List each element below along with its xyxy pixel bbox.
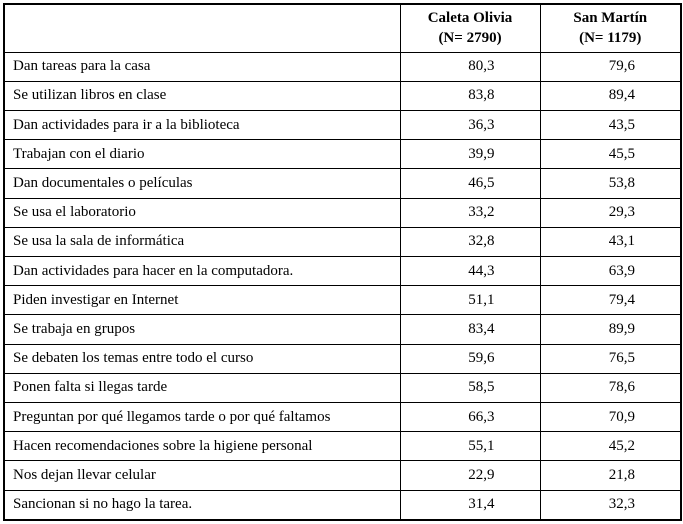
table-row: Preguntan por qué llegamos tarde o por q…	[3, 401, 682, 433]
san-martin-value: 29,3	[539, 197, 682, 228]
table-body: Dan tareas para la casa 80,3 79,6 Se uti…	[3, 51, 682, 521]
san-martin-value: 45,2	[539, 431, 682, 462]
san-martin-value: 76,5	[539, 343, 682, 374]
row-label: Se usa la sala de informática	[3, 226, 401, 257]
caleta-olivia-value: 32,8	[399, 226, 541, 257]
san-martin-value: 70,9	[539, 401, 682, 433]
san-martin-value: 53,8	[539, 168, 682, 199]
caleta-olivia-value: 46,5	[399, 168, 541, 199]
corner-cell	[3, 3, 401, 53]
row-label: Dan tareas para la casa	[3, 51, 401, 82]
san-martin-value: 21,8	[539, 460, 682, 491]
caleta-olivia-value: 80,3	[399, 51, 541, 82]
row-label: Trabajan con el diario	[3, 139, 401, 170]
caleta-olivia-value: 58,5	[399, 372, 541, 403]
san-martin-value: 79,6	[539, 51, 682, 82]
row-label: Sancionan si no hago la tarea.	[3, 489, 401, 521]
column-sample-size: (N= 2790)	[438, 30, 502, 47]
row-label: Se utilizan libros en clase	[3, 80, 401, 111]
column-header-caleta-olivia: Caleta Olivia (N= 2790)	[399, 3, 541, 53]
row-label: Hacen recomendaciones sobre la higiene p…	[3, 431, 401, 462]
row-label: Ponen falta si llegas tarde	[3, 372, 401, 403]
column-header-san-martin: San Martín (N= 1179)	[539, 3, 682, 53]
table-row: Trabajan con el diario 39,9 45,5	[3, 139, 682, 170]
row-label: Dan actividades para hacer en la computa…	[3, 255, 401, 287]
caleta-olivia-value: 39,9	[399, 139, 541, 170]
caleta-olivia-value: 55,1	[399, 431, 541, 462]
row-label: Nos dejan llevar celular	[3, 460, 401, 491]
caleta-olivia-value: 36,3	[399, 109, 541, 141]
caleta-olivia-value: 51,1	[399, 285, 541, 316]
san-martin-value: 43,1	[539, 226, 682, 257]
caleta-olivia-value: 31,4	[399, 489, 541, 521]
san-martin-value: 32,3	[539, 489, 682, 521]
table-row: Hacen recomendaciones sobre la higiene p…	[3, 431, 682, 462]
table-row: Dan actividades para hacer en la computa…	[3, 255, 682, 287]
table-header: Caleta Olivia (N= 2790) San Martín (N= 1…	[3, 3, 682, 53]
column-title: San Martín	[573, 10, 648, 26]
row-label: Preguntan por qué llegamos tarde o por q…	[3, 401, 401, 433]
row-label: Se trabaja en grupos	[3, 314, 401, 345]
table-row: Sancionan si no hago la tarea. 31,4 32,3	[3, 489, 682, 521]
san-martin-value: 89,4	[539, 80, 682, 111]
table-row: Piden investigar en Internet 51,1 79,4	[3, 285, 682, 316]
row-label: Dan documentales o películas	[3, 168, 401, 199]
header-row: Caleta Olivia (N= 2790) San Martín (N= 1…	[3, 3, 682, 53]
table-row: Se debaten los temas entre todo el curso…	[3, 343, 682, 374]
row-label: Se usa el laboratorio	[3, 197, 401, 228]
table-row: Se trabaja en grupos 83,4 89,9	[3, 314, 682, 345]
table-row: Se utilizan libros en clase 83,8 89,4	[3, 80, 682, 111]
row-label: Piden investigar en Internet	[3, 285, 401, 316]
caleta-olivia-value: 33,2	[399, 197, 541, 228]
san-martin-value: 89,9	[539, 314, 682, 345]
san-martin-value: 78,6	[539, 372, 682, 403]
row-label: Se debaten los temas entre todo el curso	[3, 343, 401, 374]
san-martin-value: 45,5	[539, 139, 682, 170]
row-label: Dan actividades para ir a la biblioteca	[3, 109, 401, 141]
column-sample-size: (N= 1179)	[579, 30, 642, 47]
san-martin-value: 63,9	[539, 255, 682, 287]
caleta-olivia-value: 83,4	[399, 314, 541, 345]
column-title: Caleta Olivia	[427, 10, 513, 26]
table-row: Dan tareas para la casa 80,3 79,6	[3, 51, 682, 82]
table-row: Dan documentales o películas 46,5 53,8	[3, 168, 682, 199]
caleta-olivia-value: 83,8	[399, 80, 541, 111]
caleta-olivia-value: 44,3	[399, 255, 541, 287]
san-martin-value: 79,4	[539, 285, 682, 316]
table-row: Se usa la sala de informática 32,8 43,1	[3, 226, 682, 257]
caleta-olivia-value: 59,6	[399, 343, 541, 374]
survey-results-table: Caleta Olivia (N= 2790) San Martín (N= 1…	[3, 3, 682, 521]
table-row: Se usa el laboratorio 33,2 29,3	[3, 197, 682, 228]
table-row: Dan actividades para ir a la biblioteca …	[3, 109, 682, 141]
caleta-olivia-value: 66,3	[399, 401, 541, 433]
caleta-olivia-value: 22,9	[399, 460, 541, 491]
san-martin-value: 43,5	[539, 109, 682, 141]
table-row: Ponen falta si llegas tarde 58,5 78,6	[3, 372, 682, 403]
table-row: Nos dejan llevar celular 22,9 21,8	[3, 460, 682, 491]
